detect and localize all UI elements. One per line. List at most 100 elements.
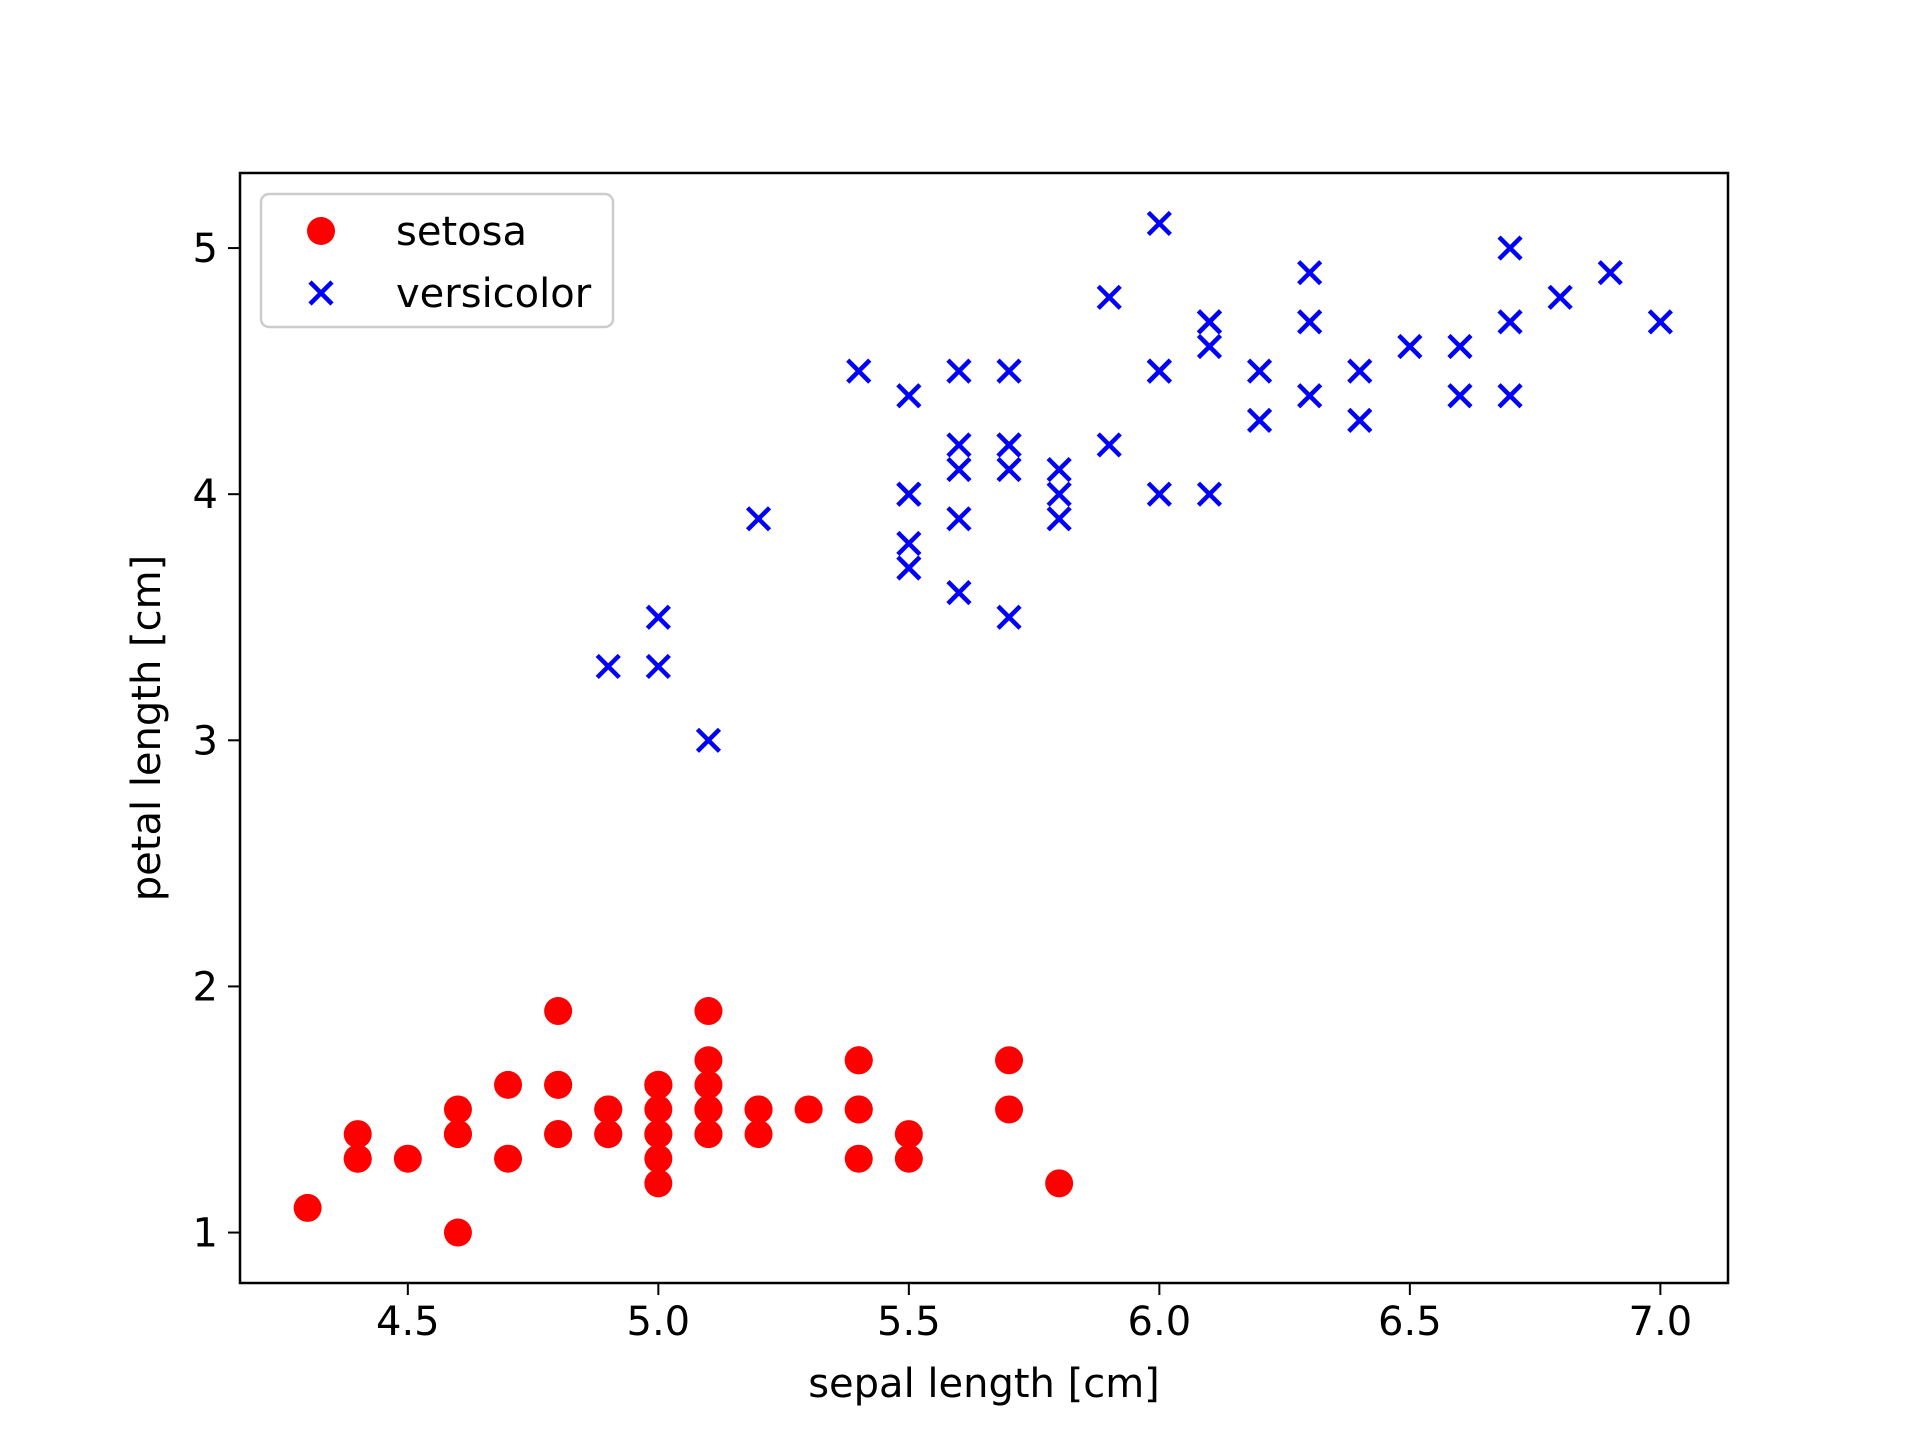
versicolor-point <box>1196 333 1223 360</box>
y-tick-label: 4 <box>193 472 218 518</box>
versicolor-point <box>1196 481 1223 507</box>
x-tick-label: 4.5 <box>376 1299 440 1345</box>
versicolor-point <box>1597 260 1623 286</box>
versicolor-point <box>1397 333 1423 360</box>
x-tick-label: 5.5 <box>877 1299 941 1345</box>
x-axis-label: sepal length [cm] <box>808 1361 1160 1407</box>
versicolor-point <box>1046 481 1072 507</box>
setosa-point <box>443 1218 472 1247</box>
setosa-point <box>293 1193 322 1222</box>
setosa-point <box>393 1144 422 1173</box>
versicolor-point <box>595 653 621 680</box>
setosa-point <box>694 1095 723 1124</box>
legend-marker-setosa <box>307 217 335 245</box>
legend-label: setosa <box>396 209 527 255</box>
versicolor-point <box>1347 358 1373 384</box>
setosa-point <box>343 1144 372 1173</box>
plot-area <box>240 173 1728 1283</box>
y-axis: 1 2 3 4 5 <box>193 226 240 1257</box>
setosa-point <box>794 1095 823 1124</box>
series-versicolor <box>595 210 1673 753</box>
versicolor-point <box>1297 309 1323 335</box>
y-tick-label: 5 <box>193 226 218 272</box>
versicolor-point <box>896 383 922 409</box>
setosa-point <box>544 1070 573 1099</box>
setosa-point <box>544 997 573 1026</box>
x-tick-label: 6.0 <box>1128 1299 1192 1345</box>
versicolor-point <box>1046 506 1072 532</box>
setosa-point <box>894 1144 923 1173</box>
versicolor-point <box>846 358 872 384</box>
versicolor-point <box>1196 309 1223 335</box>
x-tick-label: 7.0 <box>1629 1299 1693 1345</box>
setosa-point <box>694 997 723 1026</box>
setosa-point <box>995 1046 1024 1075</box>
x-tick-label: 5.0 <box>627 1299 691 1345</box>
legend-box <box>259 192 615 329</box>
versicolor-point <box>1146 210 1172 237</box>
legend-marker-versicolor <box>308 280 334 306</box>
setosa-point <box>844 1095 873 1124</box>
setosa-point <box>443 1095 472 1124</box>
versicolor-point <box>1447 383 1473 409</box>
versicolor-point <box>1347 407 1373 433</box>
setosa-point <box>494 1070 523 1099</box>
setosa-point <box>544 1120 573 1149</box>
versicolor-point <box>946 358 972 384</box>
setosa-point <box>594 1120 623 1149</box>
setosa-point <box>644 1095 673 1124</box>
y-axis-label: petal length [cm] <box>124 555 170 901</box>
versicolor-point <box>996 358 1022 384</box>
series-setosa <box>293 997 1074 1247</box>
x-axis: 4.5 5.0 5.5 6.0 6.5 7.0 <box>376 1283 1692 1345</box>
versicolor-point <box>896 530 922 557</box>
setosa-point <box>844 1046 873 1075</box>
versicolor-point <box>1146 481 1172 507</box>
setosa-point <box>744 1120 773 1149</box>
setosa-point <box>744 1095 773 1124</box>
versicolor-point <box>1547 284 1573 310</box>
versicolor-point <box>996 432 1022 458</box>
versicolor-point <box>996 604 1022 630</box>
setosa-point <box>995 1095 1024 1124</box>
versicolor-point <box>946 456 972 483</box>
versicolor-point <box>1497 309 1523 335</box>
versicolor-point <box>745 506 772 532</box>
versicolor-point <box>645 653 671 680</box>
versicolor-point <box>1497 383 1523 409</box>
versicolor-point <box>695 727 722 753</box>
setosa-point <box>443 1120 472 1149</box>
versicolor-point <box>946 580 972 606</box>
versicolor-point <box>1046 456 1072 483</box>
setosa-point <box>343 1120 372 1149</box>
setosa-point <box>644 1070 673 1099</box>
versicolor-point <box>896 555 922 581</box>
plot-frame <box>238 171 1730 1285</box>
setosa-point <box>694 1120 723 1149</box>
versicolor-point <box>896 481 922 507</box>
versicolor-point <box>1647 309 1673 335</box>
setosa-point <box>594 1095 623 1124</box>
setosa-point <box>844 1144 873 1173</box>
versicolor-point <box>946 506 972 532</box>
x-tick-label: 6.5 <box>1378 1299 1442 1345</box>
setosa-point <box>694 1070 723 1099</box>
versicolor-point <box>645 604 671 630</box>
setosa-point <box>1045 1169 1074 1198</box>
versicolor-point <box>1096 432 1122 458</box>
y-tick-label: 1 <box>193 1211 218 1257</box>
legend-item-setosa: setosa <box>307 209 527 255</box>
versicolor-point <box>1096 284 1122 310</box>
setosa-point <box>494 1144 523 1173</box>
setosa-point <box>644 1120 673 1149</box>
data-marks <box>293 210 1673 1247</box>
versicolor-point <box>1246 407 1273 433</box>
versicolor-point <box>1297 383 1323 409</box>
setosa-point <box>644 1144 673 1173</box>
versicolor-point <box>1146 358 1172 384</box>
setosa-point <box>894 1120 923 1149</box>
versicolor-point <box>1297 260 1323 286</box>
versicolor-point <box>996 456 1022 483</box>
setosa-point <box>694 1046 723 1075</box>
